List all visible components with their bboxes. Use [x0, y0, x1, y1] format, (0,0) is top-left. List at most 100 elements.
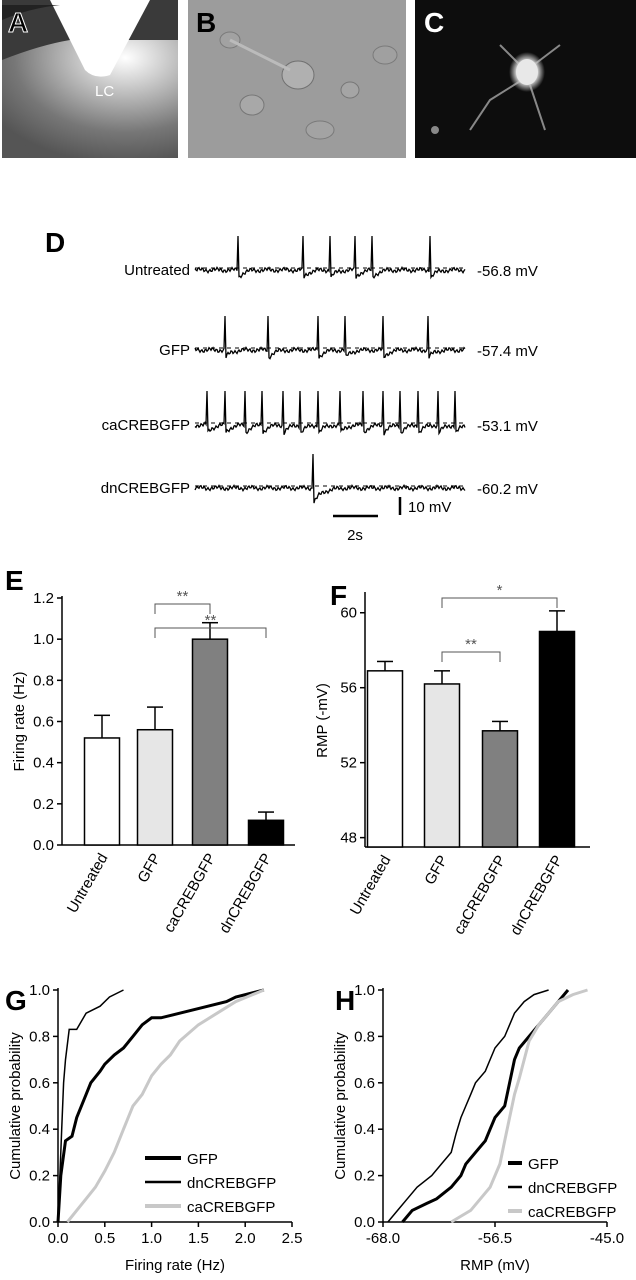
- y-axis-label: Cumulative probability: [7, 1032, 24, 1180]
- x-tick-label: GFP: [134, 851, 164, 886]
- significance-label: **: [465, 636, 477, 653]
- x-tick-label: -68.0: [366, 1230, 400, 1247]
- bar: [481, 730, 519, 848]
- image-annotation: LC: [95, 83, 114, 100]
- y-tick-label: 60: [340, 605, 357, 622]
- panel-label: C: [424, 7, 444, 38]
- significance-bracket: [441, 651, 501, 662]
- y-tick-label: 0.2: [29, 1168, 50, 1185]
- scale-label: 2s: [347, 527, 363, 544]
- panel-label: G: [5, 985, 27, 1016]
- x-axis-label: Firing rate (Hz): [125, 1257, 225, 1274]
- image-a: [2, 0, 178, 158]
- trace-potential: -56.8 mV: [477, 263, 538, 280]
- y-tick-label: 0.8: [29, 1028, 50, 1045]
- x-tick-label: 1.0: [141, 1230, 162, 1247]
- series-line: [56, 988, 265, 1223]
- trace: [194, 235, 466, 280]
- trace-label: GFP: [159, 342, 190, 359]
- legend-label: caCREBGFP: [528, 1204, 616, 1221]
- x-axis-label: RMP (mV): [460, 1257, 530, 1274]
- significance-label: **: [205, 612, 217, 629]
- y-tick-label: 0.4: [33, 755, 54, 772]
- trace: [194, 390, 466, 436]
- panel-label: F: [330, 580, 347, 611]
- y-tick-label: 0.8: [354, 1028, 375, 1045]
- y-tick-label: 0.0: [33, 837, 54, 854]
- panel-label: D: [45, 227, 65, 258]
- series-line: [57, 989, 124, 1223]
- scale-label: 10 mV: [408, 499, 451, 516]
- significance-bracket: [154, 627, 267, 638]
- image-b: [188, 0, 406, 158]
- x-tick-label: dnCREBGFP: [216, 851, 275, 937]
- legend-label: GFP: [187, 1151, 218, 1168]
- y-tick-label: 0.4: [354, 1121, 375, 1138]
- bar: [538, 630, 576, 848]
- panel-label: A: [8, 7, 28, 38]
- y-tick-label: 0.0: [354, 1214, 375, 1231]
- series-line: [450, 988, 588, 1224]
- y-axis-label: Firing rate (Hz): [11, 671, 28, 771]
- bar: [191, 638, 229, 846]
- x-tick-label: dnCREBGFP: [507, 853, 566, 939]
- legend-label: GFP: [528, 1156, 559, 1173]
- trace-potential: -60.2 mV: [477, 481, 538, 498]
- y-tick-label: 1.2: [33, 590, 54, 607]
- y-tick-label: 0.4: [29, 1121, 50, 1138]
- y-tick-label: 0.2: [33, 796, 54, 813]
- significance-label: **: [177, 588, 189, 605]
- trace: [194, 453, 466, 504]
- x-tick-label: caCREBGFP: [451, 853, 510, 938]
- trace-potential: -57.4 mV: [477, 343, 538, 360]
- y-tick-label: 1.0: [33, 631, 54, 648]
- significance-bracket: [441, 597, 558, 608]
- y-tick-label: 0.6: [29, 1075, 50, 1092]
- y-tick-label: 0.6: [354, 1075, 375, 1092]
- x-tick-label: 2.5: [282, 1230, 303, 1247]
- legend-label: dnCREBGFP: [528, 1180, 617, 1197]
- bar: [83, 737, 121, 846]
- bar: [136, 728, 174, 846]
- x-tick-label: -45.0: [590, 1230, 624, 1247]
- x-tick-label: 1.5: [188, 1230, 209, 1247]
- series-line: [66, 988, 265, 1223]
- y-tick-label: 48: [340, 830, 357, 847]
- significance-label: *: [497, 582, 503, 599]
- trace-potential: -53.1 mV: [477, 418, 538, 435]
- legend-label: caCREBGFP: [187, 1199, 275, 1216]
- panel-label: B: [196, 7, 216, 38]
- trace-label: Untreated: [124, 262, 190, 279]
- y-axis-label: RMP (-mV): [314, 683, 331, 758]
- series-line: [387, 989, 549, 1223]
- x-tick-label: 2.0: [235, 1230, 256, 1247]
- x-tick-label: GFP: [421, 853, 451, 888]
- y-tick-label: 0.2: [354, 1168, 375, 1185]
- y-tick-label: 0.0: [29, 1214, 50, 1231]
- y-tick-label: 1.0: [29, 982, 50, 999]
- x-tick-label: 0.5: [94, 1230, 115, 1247]
- y-tick-label: 0.8: [33, 672, 54, 689]
- y-tick-label: 0.6: [33, 714, 54, 731]
- panel-label: E: [5, 565, 24, 596]
- trace: [194, 315, 466, 360]
- image-c: [415, 0, 636, 158]
- panel-label: H: [335, 985, 355, 1016]
- y-tick-label: 56: [340, 680, 357, 697]
- x-tick-label: caCREBGFP: [161, 851, 220, 936]
- x-tick-label: 0.0: [48, 1230, 69, 1247]
- y-tick-label: 1.0: [354, 982, 375, 999]
- y-tick-label: 52: [340, 755, 357, 772]
- y-axis-label: Cumulative probability: [332, 1032, 349, 1180]
- x-tick-label: Untreated: [64, 851, 112, 917]
- traces: [194, 235, 466, 504]
- legend-label: dnCREBGFP: [187, 1175, 276, 1192]
- x-tick-label: Untreated: [347, 853, 395, 919]
- significance-bracket: [154, 603, 211, 614]
- bar: [247, 819, 285, 846]
- trace-label: dnCREBGFP: [101, 480, 190, 497]
- trace-label: caCREBGFP: [102, 417, 190, 434]
- bar: [423, 683, 461, 848]
